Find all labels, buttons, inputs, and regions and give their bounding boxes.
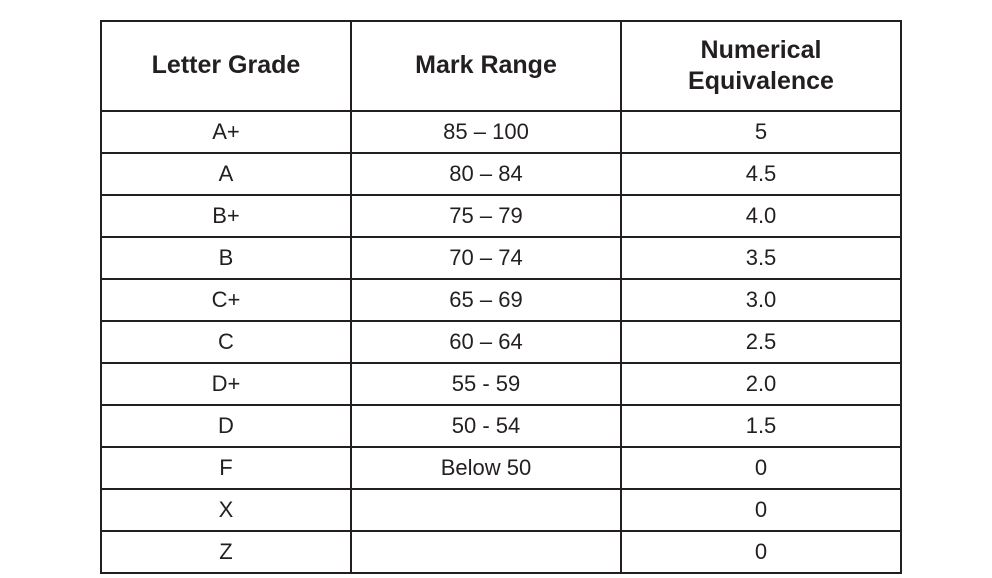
cell-numerical-equivalence: 3.0 [621,279,901,321]
cell-numerical-equivalence: 2.0 [621,363,901,405]
cell-letter-grade: X [101,489,351,531]
col-header-numerical-equivalence-line1: Numerical [701,36,822,64]
grade-table: Letter Grade Mark Range Numerical Equiva… [100,20,902,574]
table-body: A+85 – 1005A80 – 844.5B+75 – 794.0B70 – … [101,111,901,573]
cell-numerical-equivalence: 0 [621,489,901,531]
cell-letter-grade: A+ [101,111,351,153]
table-row: FBelow 500 [101,447,901,489]
cell-letter-grade: Z [101,531,351,573]
cell-mark-range: 75 – 79 [351,195,621,237]
table-row: Z0 [101,531,901,573]
cell-mark-range [351,489,621,531]
col-header-mark-range: Mark Range [351,21,621,111]
table-row: B+75 – 794.0 [101,195,901,237]
table-row: B70 – 743.5 [101,237,901,279]
cell-letter-grade: A [101,153,351,195]
table-row: C60 – 642.5 [101,321,901,363]
col-header-numerical-equivalence: Numerical Equivalence [621,21,901,111]
cell-letter-grade: B+ [101,195,351,237]
table-row: D+55 - 592.0 [101,363,901,405]
cell-letter-grade: F [101,447,351,489]
table-row: A80 – 844.5 [101,153,901,195]
cell-numerical-equivalence: 3.5 [621,237,901,279]
table-row: C+65 – 693.0 [101,279,901,321]
cell-mark-range: 65 – 69 [351,279,621,321]
cell-mark-range: 80 – 84 [351,153,621,195]
cell-mark-range: 55 - 59 [351,363,621,405]
cell-letter-grade: B [101,237,351,279]
table-header: Letter Grade Mark Range Numerical Equiva… [101,21,901,111]
page-container: Letter Grade Mark Range Numerical Equiva… [0,0,992,574]
cell-numerical-equivalence: 4.5 [621,153,901,195]
cell-numerical-equivalence: 0 [621,531,901,573]
cell-mark-range: 85 – 100 [351,111,621,153]
cell-numerical-equivalence: 1.5 [621,405,901,447]
cell-numerical-equivalence: 2.5 [621,321,901,363]
cell-letter-grade: D+ [101,363,351,405]
cell-letter-grade: C+ [101,279,351,321]
cell-mark-range: 70 – 74 [351,237,621,279]
table-row: X0 [101,489,901,531]
cell-mark-range: 50 - 54 [351,405,621,447]
cell-letter-grade: C [101,321,351,363]
cell-numerical-equivalence: 5 [621,111,901,153]
cell-letter-grade: D [101,405,351,447]
cell-mark-range: Below 50 [351,447,621,489]
cell-numerical-equivalence: 0 [621,447,901,489]
table-row: A+85 – 1005 [101,111,901,153]
cell-mark-range [351,531,621,573]
col-header-letter-grade: Letter Grade [101,21,351,111]
table-row: D50 - 541.5 [101,405,901,447]
cell-numerical-equivalence: 4.0 [621,195,901,237]
col-header-numerical-equivalence-line2: Equivalence [688,67,834,95]
table-header-row: Letter Grade Mark Range Numerical Equiva… [101,21,901,111]
cell-mark-range: 60 – 64 [351,321,621,363]
